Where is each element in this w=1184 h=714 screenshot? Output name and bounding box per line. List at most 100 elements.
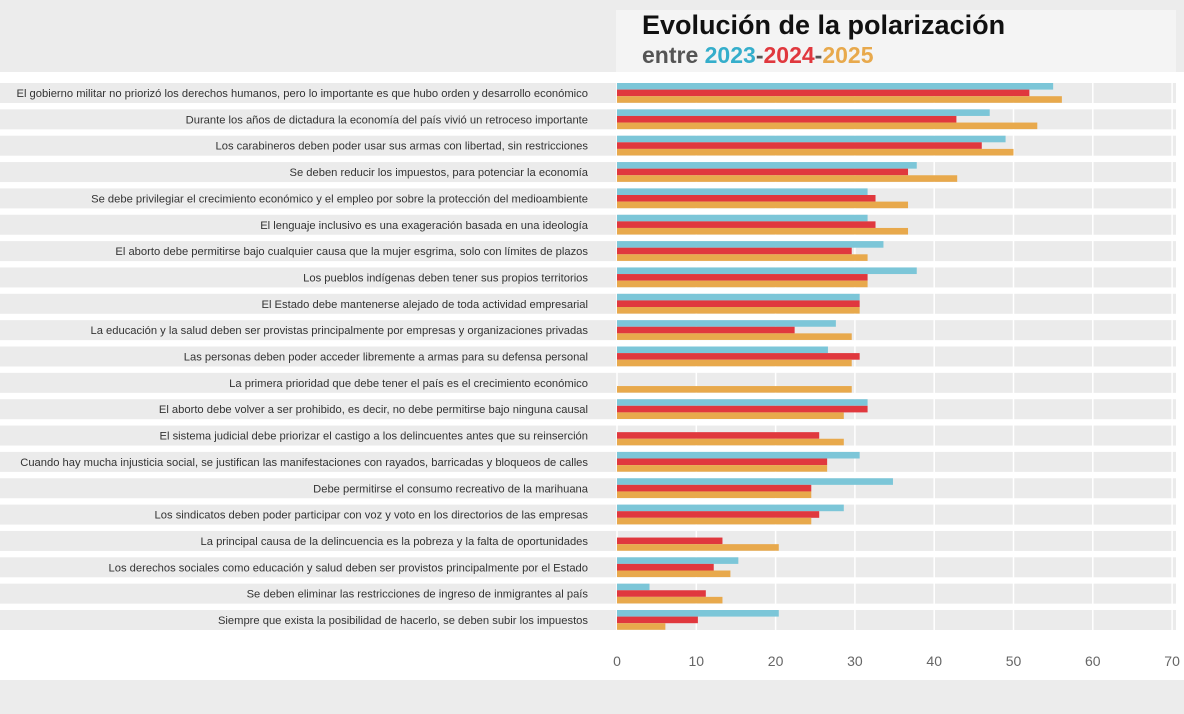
bar-2024 <box>617 115 957 123</box>
bar-2023 <box>617 320 836 327</box>
bar-2025 <box>617 175 958 182</box>
bar-2024 <box>617 405 868 413</box>
x-tick-label: 0 <box>613 653 621 669</box>
bar-2024 <box>617 590 706 597</box>
category-label: Las personas deben poder acceder libreme… <box>184 352 588 364</box>
bar-2024 <box>617 458 828 466</box>
bar-2023 <box>617 610 779 617</box>
x-tick-label: 10 <box>689 653 705 669</box>
row-stripes <box>0 83 1176 630</box>
subtitle-year-2023: 2023 <box>704 42 756 68</box>
bar-2023 <box>617 346 828 354</box>
bar-2023 <box>617 504 844 512</box>
row-stripe <box>0 478 1176 499</box>
bar-2024 <box>617 195 876 202</box>
subtitle-separator: - <box>755 42 764 68</box>
x-tick-label: 20 <box>768 653 784 669</box>
subtitle-year-2025: 2025 <box>822 42 874 68</box>
category-labels: El gobierno militar no priorizó los dere… <box>16 88 588 627</box>
bars <box>617 83 1062 630</box>
bar-2023 <box>617 451 860 459</box>
bar-2024 <box>617 300 860 307</box>
bar-2024 <box>617 326 795 334</box>
x-axis-ticks: 0 10 20 30 40 50 60 70 <box>613 653 1180 669</box>
category-label: Los carabineros deben poder usar sus arm… <box>216 141 589 153</box>
bar-2023 <box>617 293 860 301</box>
category-label: Siempre que exista la posibilidad de hac… <box>218 615 588 627</box>
category-label: La principal causa de la delincuencia es… <box>201 536 589 548</box>
bar-2025 <box>617 412 844 419</box>
bar-2023 <box>617 583 650 591</box>
chart-subtitle: entre 2023-2024-2025 <box>642 42 874 69</box>
row-stripe <box>0 557 1176 578</box>
bar-2025 <box>617 148 1014 156</box>
category-label: Debe permitirse el consumo recreativo de… <box>313 483 589 495</box>
row-stripe <box>0 583 1176 604</box>
bar-2024 <box>617 221 876 228</box>
bar-2024 <box>617 432 820 439</box>
bar-2024 <box>617 89 1030 97</box>
category-label: Durante los años de dictadura la economí… <box>186 114 588 126</box>
bar-2023 <box>617 188 868 195</box>
row-stripe <box>0 293 1176 314</box>
category-label: Se deben reducir los impuestos, para pot… <box>289 167 588 179</box>
bar-2025 <box>617 280 868 288</box>
bar-2025 <box>617 96 1062 103</box>
x-tick-label: 40 <box>926 653 942 669</box>
bar-2025 <box>617 201 909 209</box>
bar-2024 <box>617 353 860 360</box>
bar-2025 <box>617 491 812 499</box>
bar-2023 <box>617 109 990 116</box>
bar-2024 <box>617 484 812 492</box>
category-label: Los pueblos indígenas deben tener sus pr… <box>303 272 588 284</box>
category-label: Cuando hay mucha injusticia social, se j… <box>20 457 588 469</box>
bar-2024 <box>617 247 852 255</box>
bar-2024 <box>617 511 820 518</box>
bar-2024 <box>617 563 714 571</box>
bar-2025 <box>617 570 731 578</box>
x-tick-label: 70 <box>1164 653 1180 669</box>
x-tick-label: 30 <box>847 653 863 669</box>
row-stripe <box>0 320 1176 341</box>
x-tick-label: 60 <box>1085 653 1101 669</box>
row-stripe <box>0 530 1176 551</box>
bar-2024 <box>617 142 982 149</box>
x-tick-label: 50 <box>1006 653 1022 669</box>
bar-2025 <box>617 359 852 367</box>
bar-2023 <box>617 135 1006 143</box>
row-stripe <box>0 267 1176 288</box>
category-label: El sistema judicial debe priorizar el ca… <box>160 431 588 443</box>
bar-2025 <box>617 254 868 261</box>
row-stripe <box>0 399 1176 420</box>
subtitle-year-2024: 2024 <box>763 42 815 68</box>
category-label: El aborto debe volver a ser prohibido, e… <box>159 404 588 416</box>
chart-title: Evolución de la polarización <box>642 10 1006 40</box>
bar-2025 <box>617 517 812 525</box>
category-label: La primera prioridad que debe tener el p… <box>229 378 588 390</box>
bar-2023 <box>617 557 739 564</box>
bar-2023 <box>617 478 893 485</box>
bar-2024 <box>617 616 698 624</box>
category-label: Se deben eliminar las restricciones de i… <box>247 589 589 601</box>
bar-2025 <box>617 596 723 604</box>
bar-2024 <box>617 274 868 281</box>
row-stripe <box>0 451 1176 472</box>
subtitle-prefix: entre <box>642 42 705 68</box>
bar-2025 <box>617 623 666 630</box>
row-stripe <box>0 214 1176 235</box>
row-stripe <box>0 162 1176 183</box>
bar-2025 <box>617 333 852 340</box>
row-stripe <box>0 372 1176 393</box>
category-label: La educación y la salud deben ser provis… <box>91 325 589 337</box>
category-label: Los sindicatos deben poder participar co… <box>155 510 589 522</box>
row-stripe <box>0 610 1176 630</box>
row-stripe <box>0 504 1176 525</box>
bar-2025 <box>617 465 828 472</box>
bar-2023 <box>617 399 868 406</box>
category-label: El aborto debe permitirse bajo cualquier… <box>115 246 588 258</box>
bar-2025 <box>617 122 1038 130</box>
bar-2025 <box>617 438 844 446</box>
row-stripe <box>0 346 1176 367</box>
bar-2025 <box>617 544 779 551</box>
